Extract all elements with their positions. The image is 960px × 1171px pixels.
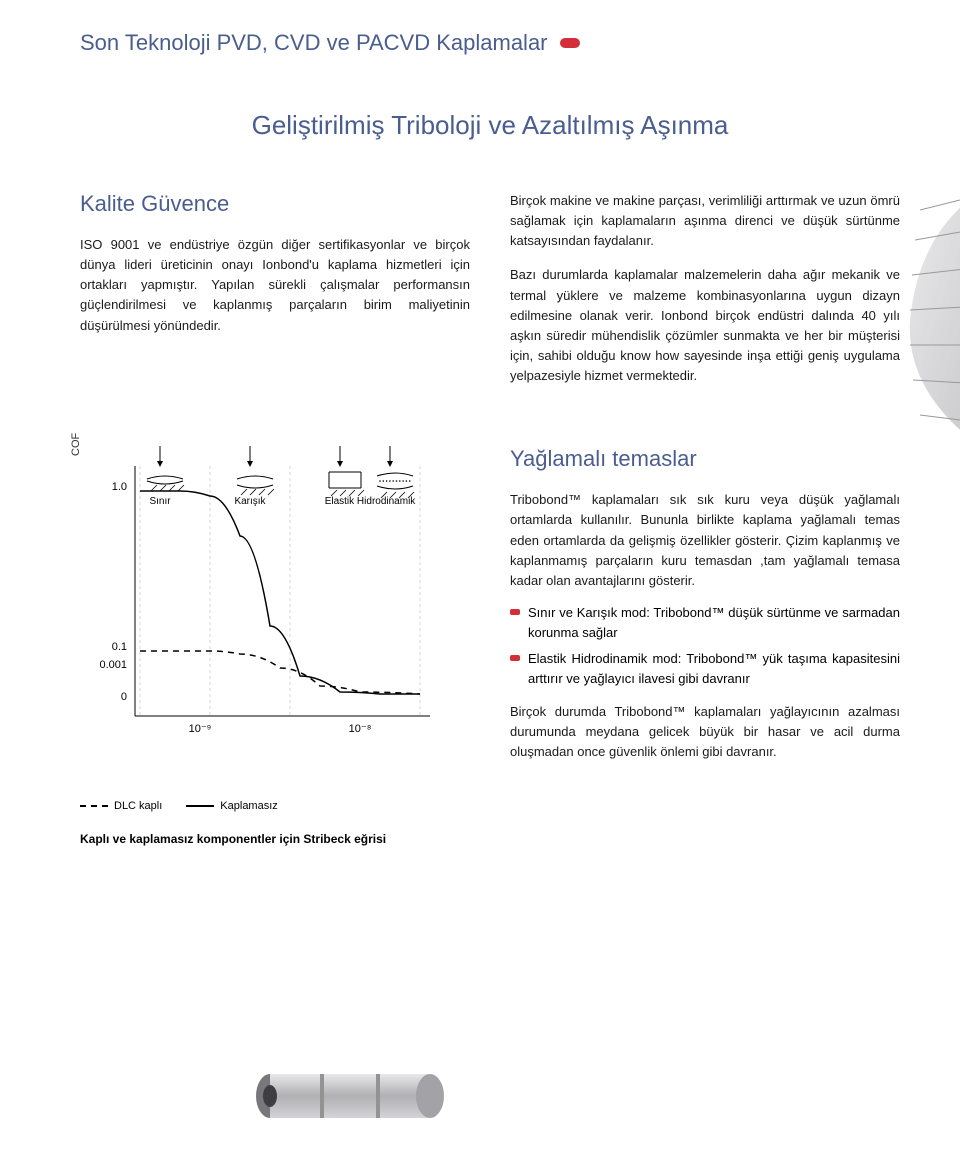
gear-decoration-icon (880, 180, 960, 460)
svg-text:Karışık: Karışık (234, 496, 266, 507)
bullet-item-2: Elastik Hidrodinamik mod: Tribobond™ yük… (510, 649, 900, 689)
dashed-line-icon (80, 805, 108, 807)
legend-label-dlc: DLC kaplı (114, 800, 162, 812)
y-axis-label: COF (70, 433, 82, 456)
chart-caption: Kaplı ve kaplamasız komponentler için St… (80, 832, 470, 846)
svg-text:0.001: 0.001 (99, 659, 127, 671)
bullet-item-1: Sınır ve Karışık mod: Tribobond™ düşük s… (510, 603, 900, 643)
contacts-paragraph: Tribobond™ kaplamaları sık sık kuru veya… (510, 490, 900, 591)
legend-label-uncoated: Kaplamasız (220, 800, 277, 812)
left-column: Kalite Güvence ISO 9001 ve endüstriye öz… (80, 191, 470, 386)
page-title: Son Teknoloji PVD, CVD ve PACVD Kaplamal… (80, 30, 548, 56)
legend-item-uncoated: Kaplamasız (186, 800, 277, 812)
chart-legend: DLC kaplı Kaplamasız (80, 800, 470, 812)
svg-text:0.1: 0.1 (112, 641, 127, 653)
svg-text:Sınır: Sınır (149, 496, 171, 507)
chart-svg: 1.0 0.1 0.001 0 10⁻⁹ 10⁻⁸ Sınır Karışık Elastik … (80, 446, 460, 746)
page-subtitle: Geliştirilmiş Triboloji ve Azaltılmış Aş… (140, 110, 840, 141)
solid-line-icon (186, 805, 214, 807)
intro-paragraph-1: Birçok makine ve makine parçası, verimli… (510, 191, 900, 251)
contacts-column: Yağlamalı temaslar Tribobond™ kaplamalar… (510, 446, 900, 846)
svg-text:1.0: 1.0 (112, 481, 127, 493)
stribeck-chart: COF 1.00.10.001010⁻⁹10⁻⁸SınırKarışıkElas… (80, 446, 460, 786)
contacts-bullets: Sınır ve Karışık mod: Tribobond™ düşük s… (510, 603, 900, 690)
accent-bullet-icon (560, 38, 580, 48)
title-row: Son Teknoloji PVD, CVD ve PACVD Kaplamal… (80, 30, 900, 56)
svg-text:0: 0 (121, 691, 127, 703)
intro-paragraph-2: Bazı durumlarda kaplamalar malzemelerin … (510, 265, 900, 386)
quality-heading: Kalite Güvence (80, 191, 470, 217)
quality-paragraph: ISO 9001 ve endüstriye özgün diğer serti… (80, 235, 470, 336)
lower-row: COF 1.00.10.001010⁻⁹10⁻⁸SınırKarışıkElas… (80, 446, 900, 846)
right-column: Birçok makine ve makine parçası, verimli… (510, 191, 900, 386)
svg-text:Elastik Hidrodinamik: Elastik Hidrodinamik (325, 496, 417, 507)
upper-columns: Kalite Güvence ISO 9001 ve endüstriye öz… (80, 191, 900, 386)
component-decoration-icon (250, 1061, 450, 1131)
legend-item-dlc: DLC kaplı (80, 800, 162, 812)
chart-column: COF 1.00.10.001010⁻⁹10⁻⁸SınırKarışıkElas… (80, 446, 470, 846)
contacts-heading: Yağlamalı temaslar (510, 446, 900, 472)
contacts-closing: Birçok durumda Tribobond™ kaplamaları ya… (510, 702, 900, 762)
svg-text:10⁻⁸: 10⁻⁸ (349, 723, 372, 735)
svg-text:10⁻⁹: 10⁻⁹ (189, 723, 212, 735)
